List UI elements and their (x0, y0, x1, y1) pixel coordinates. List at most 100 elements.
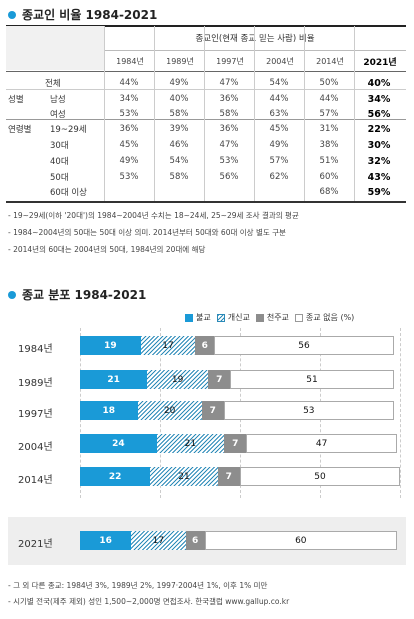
table-cell: 46% (169, 140, 189, 150)
bar-protestant: 21 (156, 434, 224, 453)
year-header: 1984년 (104, 51, 155, 71)
table-cell: 60% (319, 172, 339, 182)
table-rule (6, 89, 406, 90)
table-cell: 34% (119, 94, 139, 104)
row-label: 30대 (50, 141, 69, 151)
category-label: 2004년 (18, 442, 53, 453)
table-cell: 53% (119, 109, 139, 119)
data-label: 7 (232, 438, 239, 449)
data-label: 19 (171, 374, 184, 385)
table-header-blank (6, 26, 104, 70)
table-cell: 34% (367, 93, 391, 105)
bar-buddhism: 24 (80, 434, 157, 453)
legend-protestant: 개신교 (216, 312, 250, 323)
bar-catholic: 7 (208, 370, 231, 389)
table-cell: 58% (169, 172, 189, 182)
column-divider (254, 26, 255, 201)
year-header: 2021년 (354, 51, 405, 71)
table-cell (104, 185, 154, 199)
category-label: 2014년 (18, 475, 53, 486)
data-label: 21 (107, 374, 120, 385)
table-cell: 47% (219, 140, 239, 150)
grid-line (400, 328, 401, 498)
bar-no-religion: 60 (204, 531, 397, 550)
table-cell: 44% (269, 94, 289, 104)
row-label: 여성 (50, 110, 66, 120)
year-header: 2004년 (254, 51, 305, 71)
table-cell: 58% (169, 109, 189, 119)
table-rule (6, 119, 406, 120)
row-label: 19~29세 (50, 125, 87, 135)
section1-title: 종교인 비율 1984-2021 (8, 6, 157, 23)
table-cell: 62% (269, 172, 289, 182)
data-label: 19 (104, 340, 117, 351)
table-top-rule (6, 25, 406, 27)
data-label: 22 (108, 471, 122, 482)
data-label: 6 (201, 340, 208, 351)
bar-buddhism: 19 (80, 336, 141, 355)
table-cell: 56% (219, 172, 239, 182)
section2-title: 종교 분포 1984-2021 (8, 286, 146, 303)
table-cell: 40% (367, 77, 391, 89)
chart-note-1: - 그 외 다른 종교: 1984년 3%, 1989년 2%, 1997·20… (8, 581, 268, 590)
section2-title-text: 종교 분포 1984-2021 (22, 288, 147, 302)
table-cell: 58% (219, 109, 239, 119)
bar-catholic: 7 (224, 434, 247, 453)
data-label: 17 (152, 535, 165, 546)
data-label: 17 (162, 340, 174, 351)
row-label: 남성 (50, 95, 66, 105)
table-header: 종교인(현재 종교 믿는 사람) 비율 (104, 26, 406, 51)
table-rule (6, 201, 406, 203)
table-cell: 47% (219, 78, 239, 88)
table-cell: 50% (319, 78, 339, 88)
table-cell (154, 185, 204, 199)
row-label: 40대 (50, 157, 69, 167)
column-divider (104, 26, 105, 201)
category-label: 1989년 (18, 378, 53, 389)
table-cell: 45% (119, 140, 139, 150)
table-cell: 63% (269, 109, 289, 119)
legend-none: 종교 없음 (%) (294, 312, 354, 323)
table-cell: 57% (319, 109, 339, 119)
data-label: 7 (216, 374, 223, 385)
bar-protestant: 19 (147, 370, 208, 389)
bar-no-religion: 56 (214, 336, 394, 355)
bar-protestant: 17 (140, 336, 196, 355)
data-label: 16 (99, 535, 112, 546)
bar-no-religion: 51 (230, 370, 394, 389)
bullet-icon (8, 10, 16, 19)
table-cell: 36% (219, 124, 239, 134)
table-cell: 49% (269, 140, 289, 150)
bar-catholic: 7 (217, 467, 240, 486)
table-note: - 1984~2004년의 50대는 50대 이상 의미. 2014년부터 50… (8, 228, 286, 237)
row-group-label: 성별 (8, 95, 24, 105)
bar-no-religion: 53 (224, 401, 394, 420)
table-cell: 44% (119, 78, 139, 88)
table-cell: 49% (169, 78, 189, 88)
data-label: 50 (314, 471, 326, 482)
bar-catholic: 6 (185, 531, 205, 550)
data-label: 21 (178, 471, 190, 482)
table-cell: 54% (169, 156, 189, 166)
table-cell: 36% (119, 124, 139, 134)
row-label: 60대 이상 (50, 188, 87, 198)
bullet-icon (8, 290, 16, 299)
data-label: 7 (225, 471, 232, 482)
table-cell: 49% (119, 156, 139, 166)
year-header: 2014년 (304, 51, 355, 71)
table-cell: 59% (367, 186, 391, 198)
table-cell: 56% (367, 108, 391, 120)
bar-protestant: 17 (131, 531, 186, 550)
data-label: 24 (112, 438, 125, 449)
bar-protestant: 20 (137, 401, 202, 420)
column-divider (154, 26, 155, 201)
bar-buddhism: 22 (80, 467, 151, 486)
category-label: 1984년 (18, 344, 53, 355)
table-cell: 57% (269, 156, 289, 166)
table-cell: 38% (319, 140, 339, 150)
column-divider (354, 26, 355, 201)
bar-catholic: 6 (195, 336, 215, 355)
table-cell: 40% (169, 94, 189, 104)
data-label: 20 (163, 405, 176, 416)
table-cell: 54% (269, 78, 289, 88)
